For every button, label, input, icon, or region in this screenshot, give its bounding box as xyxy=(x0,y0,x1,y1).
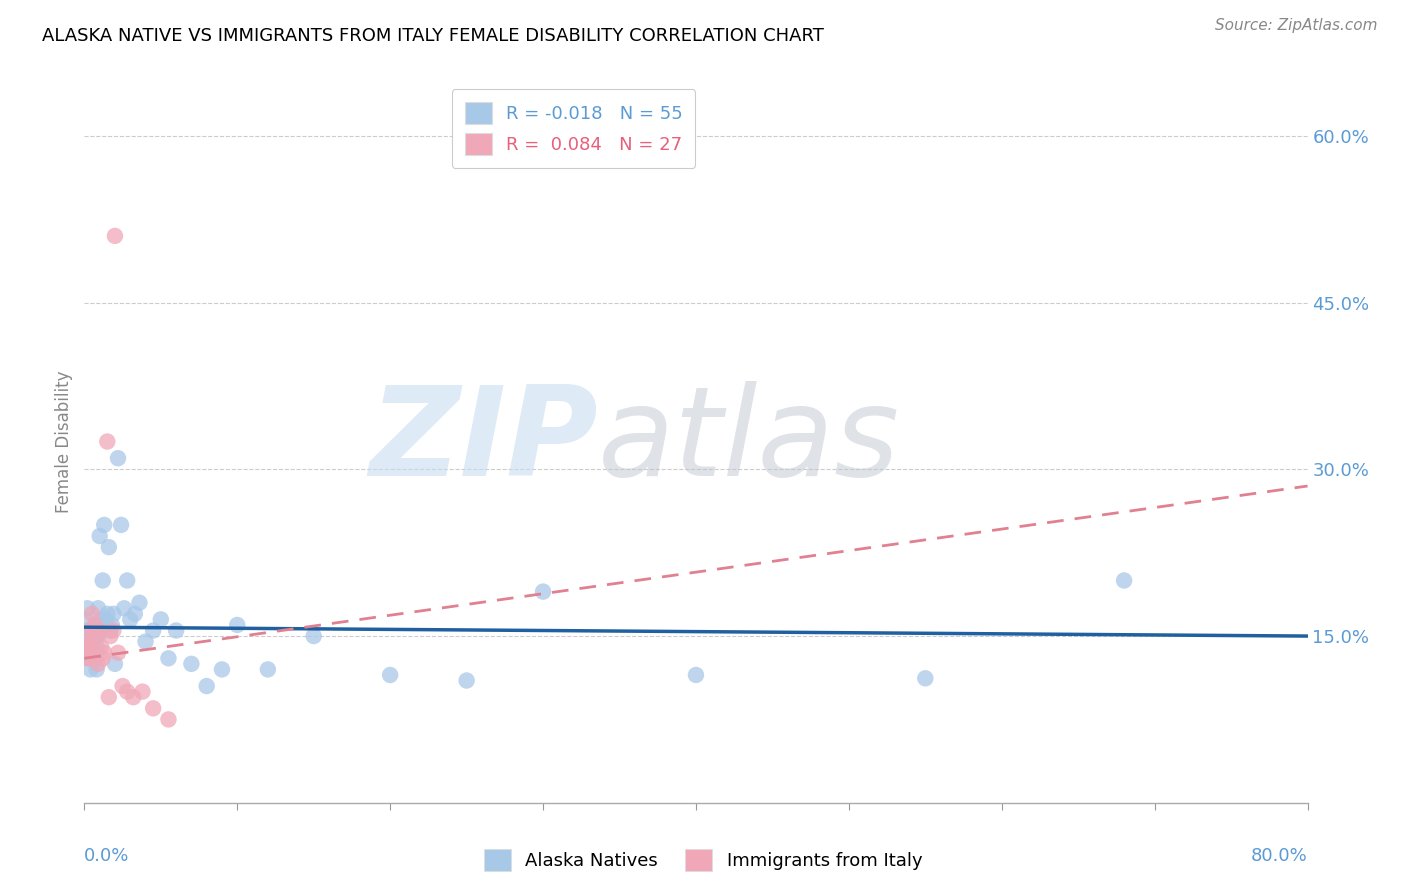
Point xyxy=(456,673,478,688)
Point xyxy=(142,624,165,638)
Text: 0.0%: 0.0% xyxy=(84,847,129,865)
Point xyxy=(76,624,98,638)
Point xyxy=(157,713,180,727)
Point xyxy=(83,624,105,638)
Point xyxy=(165,624,187,638)
Point xyxy=(257,662,280,676)
Text: Source: ZipAtlas.com: Source: ZipAtlas.com xyxy=(1215,18,1378,33)
Text: ZIP: ZIP xyxy=(370,381,598,502)
Point xyxy=(531,584,554,599)
Point xyxy=(101,618,124,632)
Point xyxy=(157,651,180,665)
Point xyxy=(90,612,112,626)
Text: ALASKA NATIVE VS IMMIGRANTS FROM ITALY FEMALE DISABILITY CORRELATION CHART: ALASKA NATIVE VS IMMIGRANTS FROM ITALY F… xyxy=(42,27,824,45)
Point xyxy=(180,657,202,671)
Point xyxy=(83,646,105,660)
Point xyxy=(120,612,142,626)
Point xyxy=(104,228,127,243)
Point xyxy=(86,640,108,655)
Point xyxy=(77,651,100,665)
Point xyxy=(135,634,157,648)
Point xyxy=(107,451,129,466)
Point xyxy=(111,679,134,693)
Point xyxy=(96,607,118,621)
Point xyxy=(79,640,101,655)
Point xyxy=(211,662,233,676)
Point xyxy=(80,607,103,621)
Legend: R = -0.018   N = 55, R =  0.084   N = 27: R = -0.018 N = 55, R = 0.084 N = 27 xyxy=(451,89,696,168)
Point xyxy=(83,646,105,660)
Point xyxy=(76,601,98,615)
Point xyxy=(91,651,114,665)
Point xyxy=(87,601,110,615)
Point xyxy=(98,629,121,643)
Point xyxy=(97,690,120,705)
Point xyxy=(91,574,114,588)
Point xyxy=(110,517,132,532)
Point xyxy=(302,629,325,643)
Point xyxy=(84,651,107,665)
Point xyxy=(1114,574,1136,588)
Point xyxy=(79,646,101,660)
Legend: Alaska Natives, Immigrants from Italy: Alaska Natives, Immigrants from Italy xyxy=(477,842,929,879)
Point xyxy=(93,646,115,660)
Point xyxy=(226,618,249,632)
Point xyxy=(86,662,108,676)
Point xyxy=(98,624,121,638)
Point xyxy=(77,624,100,638)
Point xyxy=(195,679,218,693)
Point xyxy=(90,640,112,655)
Point xyxy=(103,624,125,638)
Point xyxy=(75,612,97,626)
Text: atlas: atlas xyxy=(598,381,900,502)
Point xyxy=(79,640,101,655)
Point xyxy=(77,634,100,648)
Point xyxy=(115,574,138,588)
Point xyxy=(914,671,936,685)
Point xyxy=(87,629,110,643)
Point xyxy=(86,629,108,643)
Point xyxy=(685,668,707,682)
Point xyxy=(84,618,107,632)
Point xyxy=(80,640,103,655)
Point xyxy=(77,634,100,648)
Text: 80.0%: 80.0% xyxy=(1251,847,1308,865)
Point xyxy=(124,607,146,621)
Point xyxy=(104,657,127,671)
Point xyxy=(89,529,111,543)
Point xyxy=(80,624,103,638)
Y-axis label: Female Disability: Female Disability xyxy=(55,370,73,513)
Point xyxy=(149,612,172,626)
Point xyxy=(83,634,105,648)
Point xyxy=(93,517,115,532)
Point xyxy=(103,607,125,621)
Point xyxy=(76,651,98,665)
Point xyxy=(122,690,145,705)
Point xyxy=(79,662,101,676)
Point xyxy=(83,624,105,638)
Point xyxy=(87,657,110,671)
Point xyxy=(97,540,120,554)
Point xyxy=(75,640,97,655)
Point xyxy=(380,668,402,682)
Point xyxy=(112,601,135,615)
Point xyxy=(94,612,117,626)
Point xyxy=(131,684,153,698)
Point xyxy=(115,684,138,698)
Point xyxy=(80,651,103,665)
Point xyxy=(84,618,107,632)
Point xyxy=(79,651,101,665)
Point xyxy=(107,646,129,660)
Point xyxy=(96,434,118,449)
Point xyxy=(128,596,150,610)
Point xyxy=(142,701,165,715)
Point xyxy=(89,624,111,638)
